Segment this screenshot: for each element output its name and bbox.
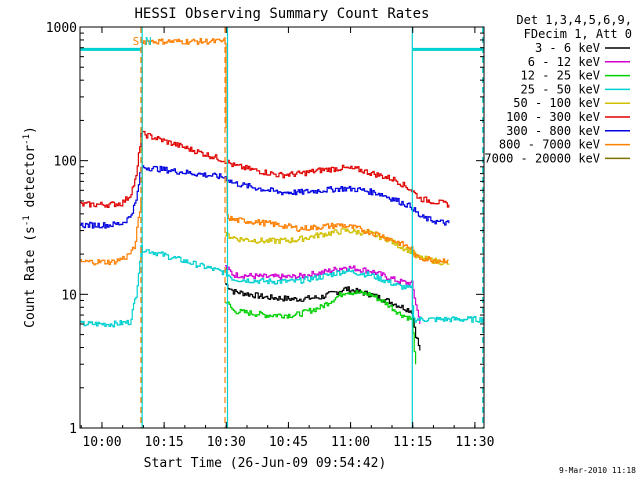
series-line-1 <box>225 283 421 351</box>
legend-label-7: 300 - 800 keV <box>506 124 600 138</box>
legend-label-1: 3 - 6 keV <box>535 41 600 55</box>
legend-label-8: 800 - 7000 keV <box>499 138 600 152</box>
x-tick-label: 10:45 <box>269 435 308 450</box>
plot-frame <box>79 26 485 429</box>
y-tick-label: 100 <box>54 155 77 170</box>
series-line-7 <box>80 165 450 229</box>
y-tick-label: 1 <box>69 422 77 437</box>
y-tick-label: 10 <box>61 288 77 303</box>
x-tick-label: 10:30 <box>207 435 246 450</box>
series-line-3 <box>225 290 417 365</box>
y-tick-label: 1000 <box>46 21 77 36</box>
series-line-2 <box>225 265 421 324</box>
legend-label-5: 50 - 100 keV <box>513 96 600 110</box>
legend-header-line-1: Det 1,3,4,5,6,9, <box>516 13 632 27</box>
legend-label-3: 12 - 25 keV <box>521 69 600 83</box>
annotation-s: S <box>133 35 140 48</box>
x-tick-label: 10:00 <box>82 435 121 450</box>
series-line-4 <box>80 245 485 328</box>
legend-label-4: 25 - 50 keV <box>521 82 600 96</box>
annotation-n: N <box>145 35 152 48</box>
x-tick-label: 11:00 <box>331 435 370 450</box>
axis-ticks: 10:00 10:15 10:30 10:45 11:00 11:15 11:30 1 10 10… <box>46 21 495 450</box>
x-tick-label: 11:15 <box>393 435 432 450</box>
legend-header-line-2: FDecim 1, Att 0 <box>524 27 632 41</box>
x-tick-label: 10:15 <box>145 435 184 450</box>
footer-date: 9-Mar-2010 11:18 <box>559 466 636 475</box>
x-axis-label: Start Time (26-Jun-09 09:54:42) <box>144 456 387 471</box>
x-tick-label: 11:30 <box>455 435 494 450</box>
legend-label-9: 7000 - 20000 keV <box>484 151 600 165</box>
legend-label-2: 6 - 12 keV <box>528 55 600 69</box>
chart-title: HESSI Observing Summary Count Rates <box>134 6 429 22</box>
y-axis-label: Count Rate (s-1 detector-1) <box>22 126 38 328</box>
legend-label-6: 100 - 300 keV <box>506 110 600 124</box>
